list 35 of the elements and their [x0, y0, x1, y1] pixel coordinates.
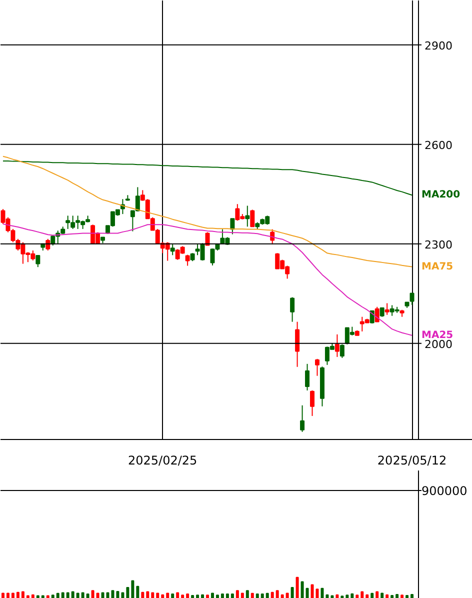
series-label: MA200	[422, 190, 460, 201]
candlestick	[384, 302, 390, 316]
bar	[141, 592, 144, 598]
candlestick	[245, 205, 250, 228]
y-tick-label: 2900	[424, 39, 452, 52]
candlestick	[370, 310, 374, 324]
candlestick	[410, 292, 414, 306]
candlestick	[170, 244, 175, 256]
line-series	[2, 156, 413, 268]
candlestick	[36, 254, 40, 268]
candlestick	[230, 218, 235, 235]
x-tick-label: 2025/05/12	[377, 454, 447, 468]
candlestick	[314, 358, 320, 376]
candlestick	[290, 296, 295, 322]
candlestick	[185, 254, 190, 266]
bar	[296, 576, 299, 598]
candlestick	[46, 238, 50, 252]
candlestick	[305, 363, 310, 391]
bar	[76, 592, 80, 598]
x-tick-label: 2025/02/25	[128, 454, 198, 468]
candlestick	[205, 232, 210, 246]
candlestick	[310, 390, 314, 416]
candlestick	[250, 209, 255, 228]
y-tick-label: 2300	[424, 238, 452, 252]
candlestick	[340, 344, 344, 358]
bar	[230, 594, 234, 598]
candlestick	[334, 334, 340, 358]
line-series	[2, 160, 413, 196]
candlestick	[374, 306, 380, 322]
series-label: MA75	[422, 261, 454, 272]
y-tick-label: 2600	[424, 138, 452, 152]
line-series	[2, 223, 413, 336]
text: 900000	[422, 484, 468, 498]
candlestick	[300, 404, 305, 432]
candlestick	[295, 321, 300, 368]
